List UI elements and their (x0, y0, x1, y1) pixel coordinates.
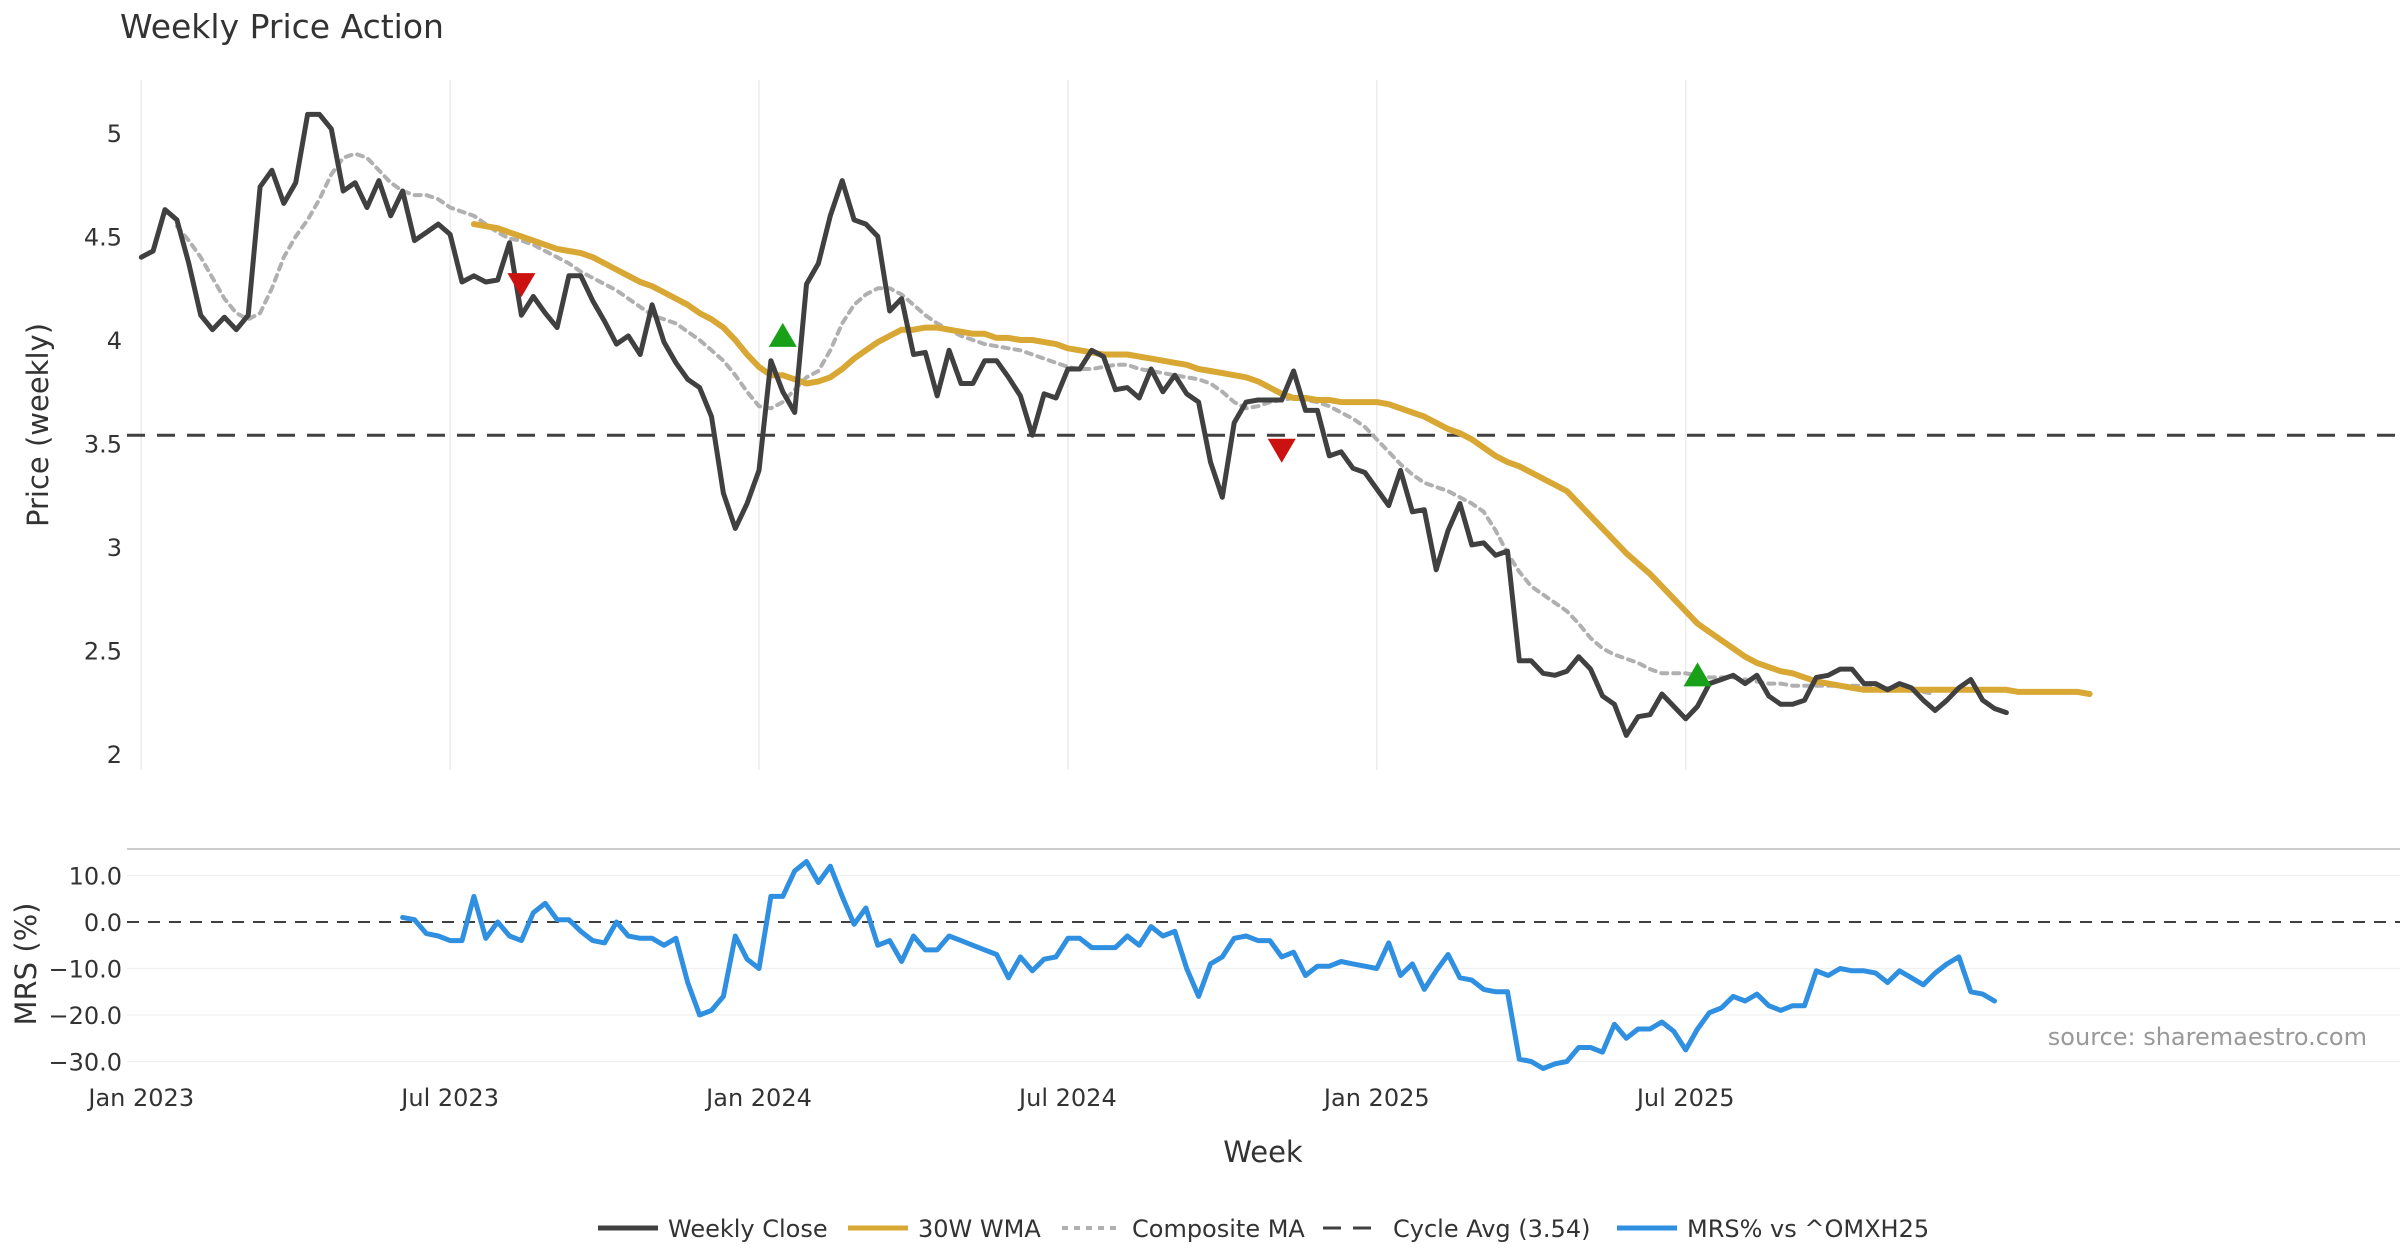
price-y-tick-label: 5 (107, 120, 122, 148)
price-y-tick-label: 2 (107, 741, 122, 769)
mrs-panel: 10.0 0.0 −10.0 −20.0 −30.0 MRS (%) source: s… (9, 848, 2400, 1077)
mrs-y-tick-label: 0.0 (84, 909, 122, 937)
buy-signal-marker (768, 322, 797, 347)
legend-label: Composite MA (1132, 1215, 1305, 1243)
x-tick-label: Jul 2023 (399, 1084, 499, 1112)
price-y-tick-label: 3.5 (84, 431, 122, 459)
price-panel: 5 4.5 4 3.5 3 2.5 2 Price (weekly) (21, 80, 2400, 770)
sell-signal-marker (1267, 438, 1296, 463)
mrs-y-axis-label: MRS (%) (9, 903, 43, 1026)
buy-signal-marker (1683, 662, 1712, 687)
price-y-axis-label: Price (weekly) (21, 323, 55, 527)
legend-label: Weekly Close (668, 1215, 828, 1243)
chart-title: Weekly Price Action (120, 7, 444, 46)
mrs-y-tick-label: −30.0 (48, 1049, 122, 1077)
weekly-close-line (138, 111, 2009, 738)
sell-signal-marker (507, 273, 536, 298)
x-tick-label: Jul 2024 (1017, 1084, 1117, 1112)
x-tick-label: Jan 2025 (1322, 1084, 1430, 1112)
legend-label: MRS% vs ^OMXH25 (1687, 1215, 1929, 1243)
x-tick-label: Jan 2024 (704, 1084, 812, 1112)
price-y-tick-label: 4 (107, 327, 122, 355)
x-axis-label: Week (1223, 1135, 1303, 1169)
mrs-line (400, 859, 1997, 1071)
source-note: source: sharemaestro.com (2048, 1023, 2367, 1051)
legend-label: Cycle Avg (3.54) (1393, 1215, 1590, 1243)
mrs-y-tick-label: −20.0 (48, 1002, 122, 1030)
price-y-tick-label: 3 (107, 534, 122, 562)
price-y-tick-label: 2.5 (84, 638, 122, 666)
legend-label: 30W WMA (918, 1215, 1041, 1243)
x-tick-label: Jul 2025 (1635, 1084, 1735, 1112)
price-y-tick-label: 4.5 (84, 224, 122, 252)
x-tick-label: Jan 2023 (86, 1084, 194, 1112)
mrs-y-tick-label: 10.0 (69, 863, 122, 891)
legend: Weekly Close 30W WMA Composite MA Cycle Avg… (598, 1215, 1929, 1243)
mrs-y-tick-label: −10.0 (48, 956, 122, 984)
composite-ma-line (174, 151, 1938, 696)
